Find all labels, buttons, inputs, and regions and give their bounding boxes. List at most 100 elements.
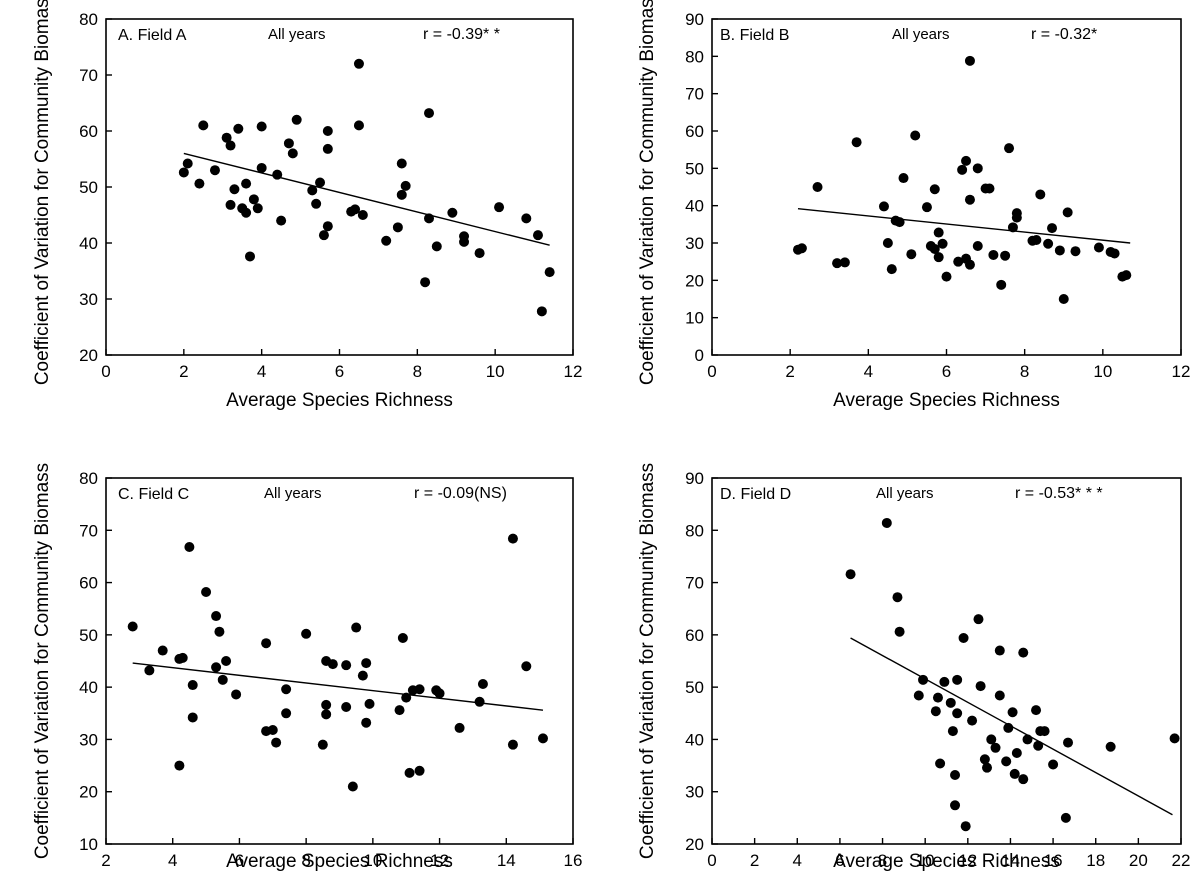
data-point <box>1003 722 1014 733</box>
data-point <box>201 586 212 597</box>
y-tick-label: 70 <box>685 574 704 593</box>
axis-ticks: 0 2 4 6 8 10 12 0 10 20 30 40 50 60 70 80 90 <box>685 10 1190 381</box>
y-tick-label: 10 <box>79 835 98 854</box>
data-point <box>972 163 983 174</box>
data-point <box>1093 242 1104 253</box>
x-tick-label: 16 <box>564 851 583 870</box>
data-point <box>1058 294 1069 304</box>
stat-label: r = -0.53* * * <box>1015 485 1103 502</box>
data-point <box>178 167 189 178</box>
fit-layer <box>797 207 1131 244</box>
x-axis-title: Average Species Richness <box>833 851 1060 872</box>
x-tick-label: 6 <box>235 851 244 870</box>
x-tick-label: 8 <box>878 851 887 870</box>
y-tick-label: 50 <box>685 159 704 178</box>
x-tick-label: 14 <box>1001 851 1020 870</box>
data-point <box>975 681 986 692</box>
y-tick-label: 80 <box>685 521 704 540</box>
data-point <box>477 679 488 690</box>
data-point <box>973 614 984 625</box>
data-point <box>281 684 292 695</box>
x-tick-label: 8 <box>301 851 310 870</box>
data-point <box>187 712 198 723</box>
data-point <box>1105 741 1116 752</box>
data-point <box>424 213 435 224</box>
y-tick-label: 20 <box>685 835 704 854</box>
data-point <box>397 632 408 643</box>
data-point <box>321 699 332 710</box>
data-point <box>1018 647 1029 658</box>
y-axis-title: Coefficient of Variation for Community B… <box>32 0 53 385</box>
data-point <box>1062 207 1073 218</box>
data-point <box>392 222 403 233</box>
panel-a: A. Field A All years r = -0.39* * Averag… <box>32 0 582 411</box>
y-tick-label: 50 <box>79 178 98 197</box>
data-point <box>322 126 333 136</box>
y-tick-label: 40 <box>79 678 98 697</box>
data-point <box>283 138 294 149</box>
y-tick-label: 70 <box>79 66 98 85</box>
data-point <box>930 706 941 717</box>
data-point <box>233 123 244 134</box>
x-tick-label: 18 <box>1086 851 1105 870</box>
data-point <box>941 271 952 282</box>
data-point <box>396 189 407 200</box>
data-point <box>317 739 328 750</box>
data-point <box>414 765 425 776</box>
regression-line <box>132 662 544 711</box>
data-point <box>182 158 193 169</box>
data-point <box>1109 248 1120 259</box>
data-point <box>950 800 961 811</box>
data-point <box>894 626 905 637</box>
data-point <box>248 194 259 205</box>
data-point <box>252 203 263 214</box>
data-point <box>347 781 358 792</box>
x-tick-label: 10 <box>363 851 382 870</box>
x-tick-label: 6 <box>835 851 844 870</box>
data-point <box>984 183 995 194</box>
data-point <box>960 821 971 832</box>
data-point <box>414 684 425 695</box>
data-point <box>1039 726 1050 737</box>
subtitle: All years <box>268 26 326 43</box>
data-point <box>241 178 252 189</box>
data-point <box>214 626 225 637</box>
panel-c: C. Field C All years r = -0.09(NS) Avera… <box>32 463 582 872</box>
y-tick-label: 30 <box>79 730 98 749</box>
data-point <box>1011 208 1022 219</box>
data-point <box>420 277 431 288</box>
data-point <box>1004 143 1015 154</box>
x-tick-label: 4 <box>257 362 266 381</box>
data-point <box>933 227 944 238</box>
data-point <box>318 230 329 241</box>
data-points <box>127 533 548 792</box>
data-point <box>536 306 547 317</box>
data-point <box>434 688 445 699</box>
data-point <box>276 215 287 226</box>
axis-ticks: 2 4 6 8 10 12 14 16 10 20 30 40 50 60 70 80 <box>79 469 582 870</box>
x-tick-label: 4 <box>168 851 177 870</box>
data-point <box>881 517 892 528</box>
data-point <box>311 198 322 209</box>
y-tick-label: 50 <box>685 678 704 697</box>
data-point <box>144 665 155 676</box>
data-point <box>935 758 946 769</box>
x-axis-title: Average Species Richness <box>833 390 1060 411</box>
data-point <box>209 165 220 176</box>
y-tick-label: 60 <box>79 574 98 593</box>
data-point <box>1121 270 1132 281</box>
data-point <box>401 692 412 703</box>
data-point <box>271 737 282 748</box>
data-point <box>1043 238 1054 249</box>
data-point <box>404 767 415 778</box>
x-tick-label: 0 <box>101 362 110 381</box>
data-point <box>839 257 850 268</box>
stat-label: r = -0.39* * <box>423 26 500 43</box>
data-point <box>301 628 312 639</box>
y-tick-label: 80 <box>79 10 98 29</box>
stat-label: r = -0.09(NS) <box>414 485 507 502</box>
y-tick-label: 80 <box>79 469 98 488</box>
data-point <box>994 690 1005 701</box>
x-tick-label: 0 <box>707 362 716 381</box>
data-point <box>892 592 903 603</box>
